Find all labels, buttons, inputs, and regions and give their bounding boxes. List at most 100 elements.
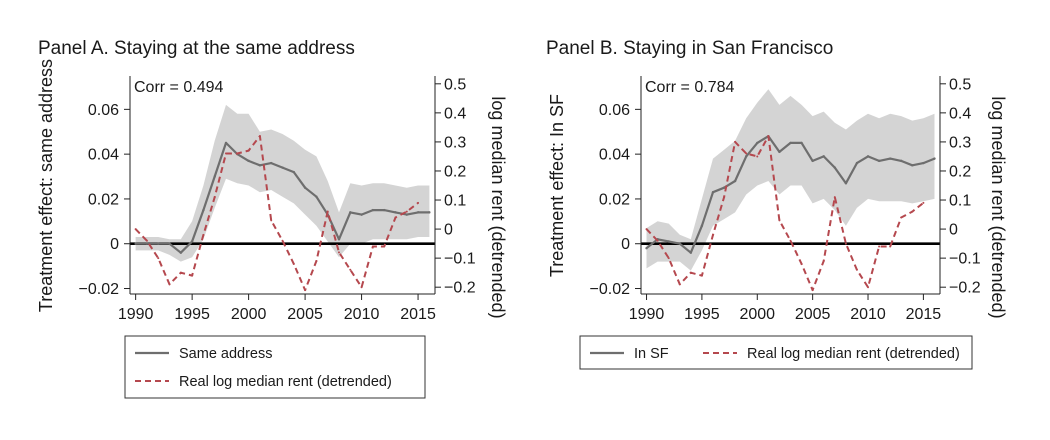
treatment-effect-point: [315, 195, 318, 198]
y-tick-label: 0: [110, 236, 119, 253]
x-tick-label: 2005: [287, 306, 323, 323]
treatment-effect-point: [733, 179, 737, 183]
y-tick-label: 0.02: [599, 191, 630, 208]
correlation-annotation: Corr = 0.784: [645, 79, 734, 96]
treatment-effect-point: [202, 208, 205, 212]
y-tick-label: 0.02: [88, 191, 119, 208]
y-tick-label: 0.06: [599, 102, 630, 119]
treatment-effect-point: [303, 186, 307, 189]
treatment-effect-point: [382, 208, 386, 212]
x-tick-label: 2000: [231, 306, 267, 323]
y2-tick-label: 0.3: [949, 134, 971, 151]
treatment-effect-point: [756, 141, 759, 145]
rent-line: [645, 135, 925, 292]
rent-point: [179, 271, 182, 274]
rent-point: [202, 233, 205, 236]
treatment-effect-point: [888, 157, 892, 160]
x-tick-label: 1995: [684, 306, 720, 323]
rent-point: [213, 196, 216, 199]
rent-point: [270, 219, 273, 222]
y2-tick-label: −0.1: [444, 251, 476, 268]
treatment-effect-point: [700, 224, 704, 228]
y2-tick-label: −0.2: [444, 280, 476, 297]
treatment-effect-point: [258, 164, 262, 167]
treatment-effect-point: [900, 159, 903, 163]
treatment-effect-point: [911, 164, 914, 167]
rent-point: [867, 286, 870, 289]
rent-point: [337, 251, 340, 254]
treatment-effect-point: [371, 208, 375, 212]
y2-tick-label: 0.3: [444, 134, 466, 151]
x-tick-label: 1990: [629, 306, 665, 323]
rent-point: [878, 245, 881, 248]
rent-point: [900, 216, 903, 219]
rent-point: [844, 242, 847, 245]
treatment-effect-point: [337, 238, 341, 241]
treatment-effect-point: [833, 166, 836, 169]
treatment-effect-point: [866, 155, 870, 158]
confidence-band: [646, 89, 935, 271]
y-tick-label: −0.02: [79, 281, 120, 298]
treatment-effect-point: [394, 211, 397, 214]
treatment-effect-point: [247, 159, 250, 163]
confidence-band: [135, 104, 430, 262]
rent-point: [326, 210, 329, 213]
treatment-effect-point: [416, 211, 420, 214]
treatment-effect-point: [667, 240, 670, 243]
treatment-effect-point: [711, 191, 715, 194]
x-tick-label: 2010: [344, 306, 380, 323]
rent-point: [922, 201, 925, 204]
x-tick-label: 2010: [850, 306, 886, 323]
rent-point: [292, 262, 295, 265]
rent-point: [833, 196, 836, 199]
panel-a: 1990 1995 2000 2005 2010 2015 0.06 0.04 0.02 0 −0.…: [36, 38, 508, 399]
rent-point: [247, 149, 250, 152]
treatment-effect-point: [179, 251, 183, 254]
y-tick-label: 0.04: [599, 147, 630, 164]
rent-point: [689, 271, 692, 274]
x-tick-label: 2015: [906, 306, 942, 323]
rent-point: [236, 152, 239, 155]
treatment-effect-point: [877, 159, 881, 163]
treatment-effect-point: [855, 161, 859, 165]
rent-point: [656, 239, 659, 242]
x-tick-label: 2000: [739, 306, 775, 323]
y-tick-label: 0: [621, 236, 630, 253]
treatment-effect-point: [190, 240, 194, 243]
treatment-effect-point: [213, 175, 216, 178]
rent-point: [191, 274, 194, 277]
treatment-effect-point: [157, 242, 160, 245]
treatment-effect-point: [933, 157, 936, 160]
treatment-effect-point: [168, 242, 171, 245]
rent-point: [281, 239, 284, 242]
treatment-effect-point: [811, 159, 814, 163]
x-tick-label: 1990: [118, 306, 154, 323]
treatment-effect-point: [145, 242, 149, 245]
rent-point: [405, 210, 408, 213]
rent-point: [767, 135, 770, 138]
rent-line: [134, 135, 419, 292]
rent-point: [778, 219, 781, 222]
rent-point: [258, 135, 261, 138]
y2-tick-label: 0.2: [949, 163, 971, 180]
rent-point: [678, 283, 681, 286]
treatment-effect-point: [822, 155, 825, 158]
rent-point: [417, 201, 420, 204]
treatment-effect-point: [292, 170, 295, 174]
rent-point: [394, 216, 397, 219]
rent-point: [304, 289, 307, 292]
y2-tick-label: 0.1: [949, 193, 971, 210]
legend-box: [124, 335, 426, 399]
y2-axis-title: log median rent (detrended): [988, 96, 1008, 318]
y-axis-title: Treatment effect: In SF: [547, 94, 567, 277]
y2-tick-label: 0.4: [949, 105, 971, 122]
y2-tick-label: −0.1: [949, 251, 981, 268]
y-tick-label: 0.06: [88, 102, 119, 119]
treatment-effect-point: [844, 182, 848, 185]
y2-tick-label: 0.2: [444, 163, 466, 180]
treatment-effect-point: [645, 247, 648, 250]
legend-label-rent: Real log median rent (detrended): [179, 374, 392, 390]
y2-tick-label: −0.2: [949, 280, 981, 297]
legend-label-treatment: Same address: [179, 346, 273, 362]
